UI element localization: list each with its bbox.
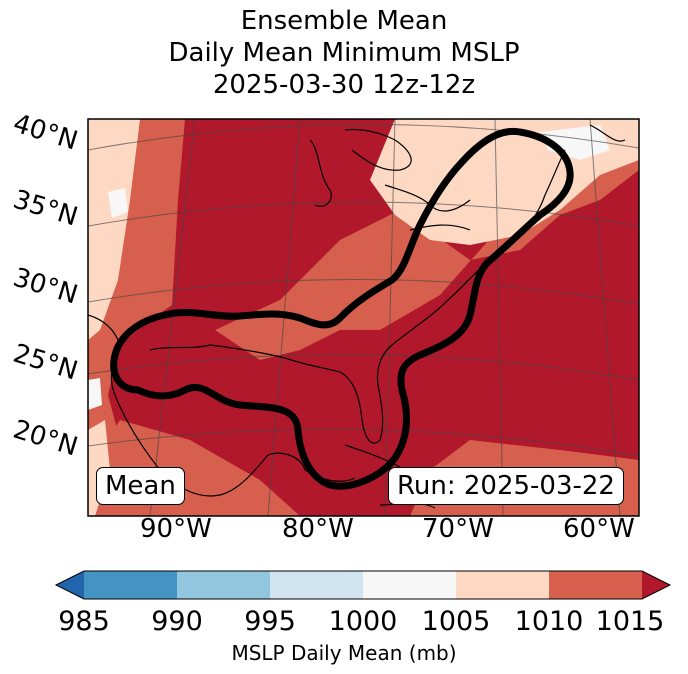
colorbar-segment — [363, 571, 456, 599]
lon-label-90w: 90°W — [140, 514, 212, 544]
title-line-3: 2025-03-30 12z-12z — [212, 70, 476, 100]
colorbar-segment — [84, 571, 177, 599]
colorbar-segment — [456, 571, 549, 599]
lon-label-60w: 60°W — [563, 514, 635, 544]
colorbar-tick-1005: 1005 — [421, 606, 491, 637]
mean-tag: Mean — [96, 467, 185, 505]
map-frame — [87, 118, 640, 517]
colorbar-tick-990: 990 — [151, 606, 203, 637]
lon-label-80w: 80°W — [282, 514, 354, 544]
colorbar — [54, 570, 672, 600]
map-area — [88, 119, 639, 516]
title-line-2: Daily Mean Minimum MSLP — [168, 38, 520, 68]
colorbar-segment — [270, 571, 363, 599]
lon-label-70w: 70°W — [422, 514, 494, 544]
colorbar-tick-1015: 1015 — [595, 606, 665, 637]
mslp-contour — [110, 127, 574, 490]
field-1005-1010-west — [88, 119, 140, 340]
field-1000-1005-patch-1 — [108, 188, 128, 218]
colorbar-label: MSLP Daily Mean (mb) — [231, 641, 457, 665]
field-1010-1015-central — [215, 119, 639, 360]
colorbar-segment — [549, 571, 642, 599]
colorbar-extend-low — [56, 571, 84, 599]
graticule — [88, 119, 639, 516]
colorbar-segment — [177, 571, 270, 599]
title-line-1: Ensemble Mean — [240, 6, 448, 36]
colorbar-tick-1000: 1000 — [328, 606, 398, 637]
field-1000-1005-patch-3 — [88, 378, 102, 410]
colorbar-outline — [54, 570, 672, 600]
colorbar-tick-985: 985 — [58, 606, 110, 637]
colorbar-extend-high — [642, 571, 670, 599]
colorbar-tick-995: 995 — [244, 606, 296, 637]
colorbar-tick-1010: 1010 — [514, 606, 584, 637]
run-date-tag: Run: 2025-03-22 — [388, 467, 624, 505]
